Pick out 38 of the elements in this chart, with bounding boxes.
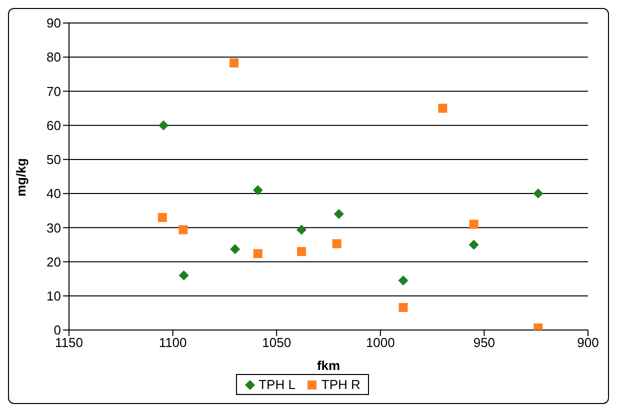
- point: [158, 212, 167, 222]
- x-tick-label: 1000: [366, 335, 395, 350]
- y-axis-title: mg/kg: [14, 158, 29, 196]
- point: [230, 58, 239, 68]
- point: [158, 120, 168, 130]
- x-tick-label: 1050: [262, 335, 292, 350]
- y-tick-label: 10: [46, 288, 61, 304]
- y-tick-label: 50: [46, 152, 61, 168]
- y-tick-label: 0: [54, 322, 61, 338]
- point: [296, 224, 307, 235]
- x-tick-label: 900: [577, 335, 599, 350]
- point: [252, 185, 263, 196]
- y-tick-label: 40: [46, 186, 61, 202]
- point: [332, 239, 342, 248]
- point: [230, 244, 240, 254]
- legend-label: TPH L: [258, 377, 296, 392]
- point: [334, 209, 344, 220]
- point: [178, 225, 188, 234]
- y-tick-label: 20: [46, 254, 61, 270]
- y-tick-label: 90: [46, 16, 61, 31]
- point: [468, 240, 479, 250]
- point: [398, 276, 408, 286]
- point: [178, 270, 189, 280]
- y-tick-label: 60: [46, 118, 61, 133]
- legend-label: TPH R: [320, 377, 360, 392]
- y-tick-label: 80: [46, 50, 61, 65]
- x-tick-label: 1100: [158, 335, 187, 350]
- point: [297, 247, 306, 256]
- x-tick-label: 1150: [55, 335, 83, 350]
- point: [469, 220, 478, 229]
- y-tick-label: 30: [46, 220, 61, 236]
- x-tick-label: 950: [473, 335, 496, 350]
- y-tick-label: 70: [46, 84, 61, 99]
- point: [438, 104, 448, 113]
- point: [398, 302, 408, 312]
- point: [253, 249, 262, 258]
- x-axis-title: fkm: [316, 358, 340, 373]
- point: [533, 188, 544, 199]
